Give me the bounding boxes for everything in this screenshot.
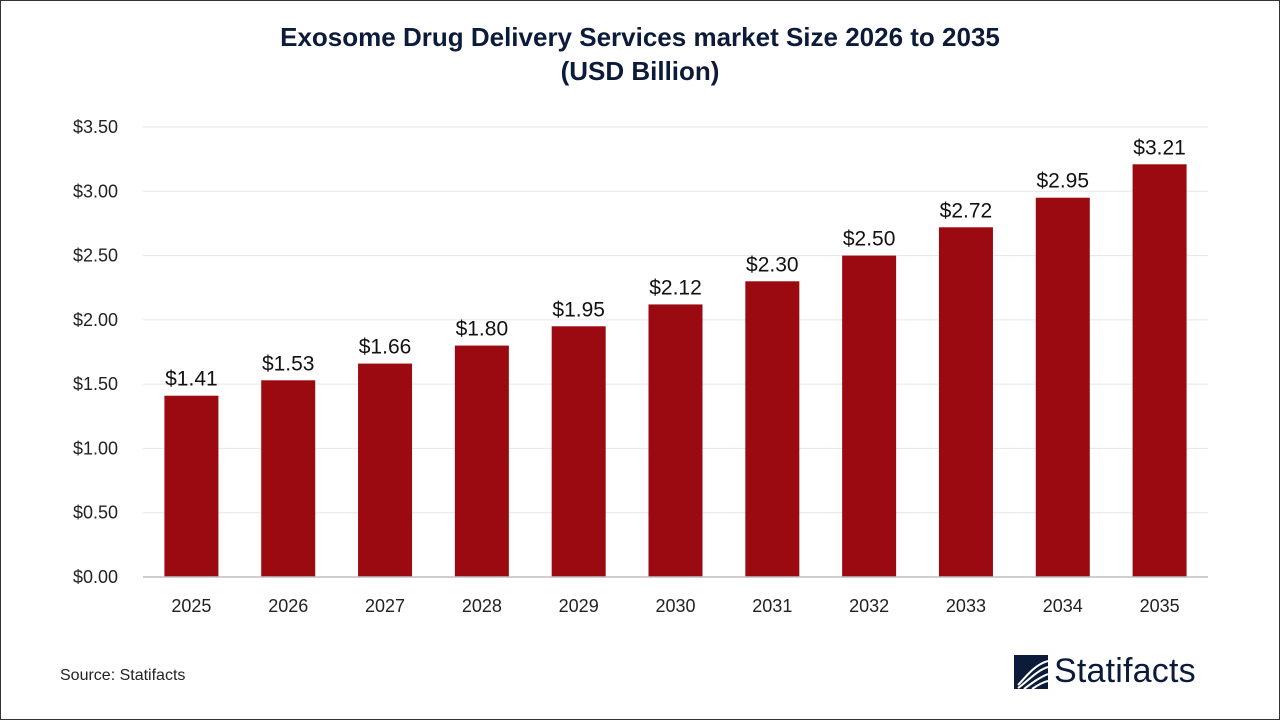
x-tick-label: 2029 (559, 596, 599, 616)
data-label: $2.95 (1036, 170, 1089, 193)
statifacts-logo-icon (1014, 654, 1048, 689)
chart-subtitle: (USD Billion) (560, 56, 720, 86)
data-label: $3.21 (1133, 136, 1186, 159)
chart-title: Exosome Drug Delivery Services market Si… (0, 20, 1280, 88)
x-tick-label: 2028 (462, 596, 502, 616)
x-tick-label: 2032 (849, 596, 889, 616)
bar (164, 395, 219, 577)
data-label: $2.30 (746, 253, 799, 276)
bar (454, 345, 509, 577)
x-tick-label: 2025 (171, 596, 211, 616)
y-tick-label: $3.50 (73, 117, 118, 137)
data-label: $1.41 (165, 368, 218, 391)
bar (1035, 197, 1090, 577)
y-tick-label: $1.00 (73, 438, 118, 458)
bar (358, 363, 413, 577)
x-tick-label: 2033 (946, 596, 986, 616)
y-tick-label: $0.50 (73, 503, 118, 523)
data-label: $1.80 (456, 318, 509, 341)
y-tick-label: $3.00 (73, 181, 118, 201)
x-tick-label: 2027 (365, 596, 405, 616)
bar (261, 380, 316, 577)
x-tick-label: 2026 (268, 596, 308, 616)
bar (842, 255, 897, 578)
data-label: $2.12 (649, 276, 702, 299)
data-label: $1.95 (552, 298, 605, 321)
x-tick-label: 2034 (1043, 596, 1083, 616)
bar (648, 304, 703, 577)
x-tick-label: 2030 (655, 596, 695, 616)
data-label: $2.72 (940, 199, 993, 222)
bar (1132, 164, 1187, 578)
bar (551, 326, 606, 577)
y-tick-label: $0.00 (73, 567, 118, 587)
data-label: $1.66 (359, 336, 412, 359)
y-tick-label: $1.50 (73, 374, 118, 394)
source-note: Source: Statifacts (60, 667, 186, 684)
bar (938, 227, 993, 578)
x-tick-label: 2035 (1140, 596, 1180, 616)
bar (745, 281, 800, 577)
y-tick-label: $2.50 (73, 246, 118, 266)
data-label: $1.53 (262, 352, 315, 375)
y-tick-label: $2.00 (73, 310, 118, 330)
logo-text: Statifacts (1054, 652, 1196, 690)
statifacts-logo: Statifacts (1014, 652, 1196, 691)
x-tick-label: 2031 (752, 596, 792, 616)
chart-title-text: Exosome Drug Delivery Services market Si… (280, 22, 1000, 52)
data-label: $2.50 (843, 228, 896, 251)
